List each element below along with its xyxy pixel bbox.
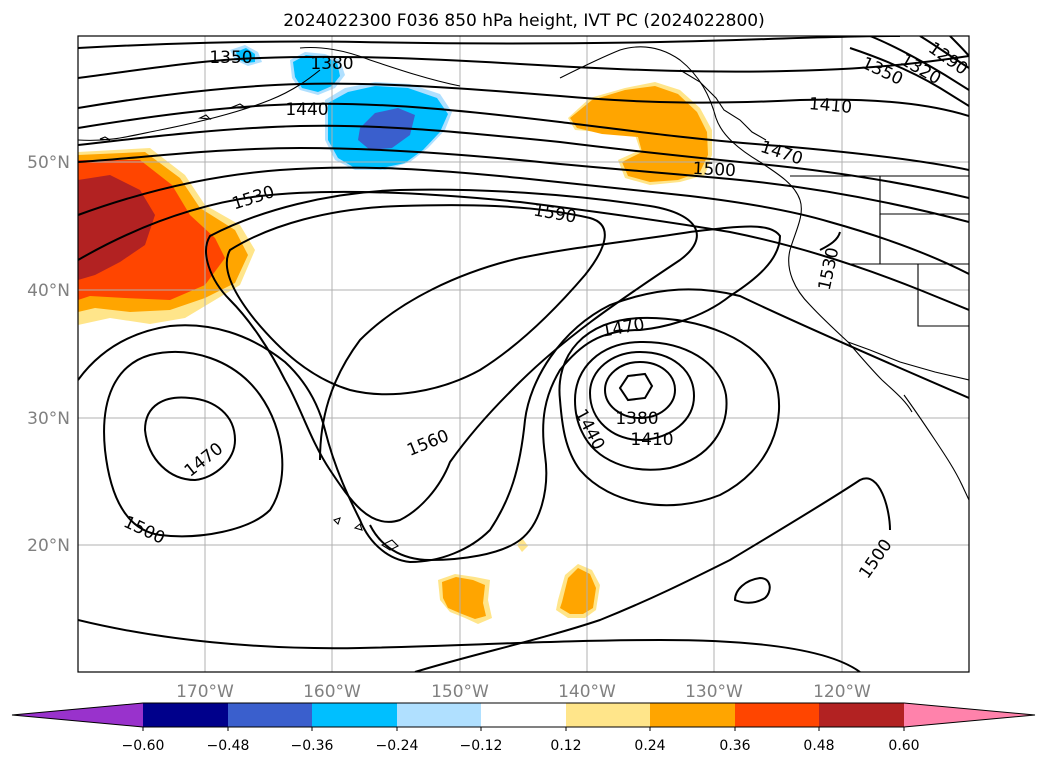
colorbar-bin: [566, 703, 650, 727]
colorbar-extend-min: [12, 703, 143, 727]
lat-label: 20°N: [27, 536, 70, 556]
lon-label: 170°W: [176, 682, 234, 702]
lon-label: 130°W: [685, 682, 743, 702]
lat-label: 50°N: [27, 153, 70, 173]
colorbar-bin: [397, 703, 481, 727]
contour-label: 1410: [808, 94, 853, 118]
figure-title: 2024022300 F036 850 hPa height, IVT PC (…: [283, 11, 765, 31]
colorbar-bin: [735, 703, 819, 727]
map-frame: [77, 35, 970, 673]
colorbar-tick-label: −0.24: [376, 738, 419, 754]
colorbar-tick-label: 0.24: [634, 738, 665, 754]
colorbar-bin: [228, 703, 312, 727]
colorbar-tick-label: 0.36: [719, 738, 750, 754]
latitude-labels: 50°N 40°N 30°N 20°N: [27, 153, 70, 556]
colorbar-tick-label: −0.12: [460, 738, 503, 754]
colorbar-bin: [819, 703, 904, 727]
colorbar-bin: [481, 703, 566, 727]
contour-label: 1380: [310, 54, 353, 74]
colorbar-tick-label: −0.60: [122, 738, 165, 754]
colorbar-tick-label: 0.48: [803, 738, 834, 754]
colorbar-extend-max: [904, 703, 1035, 727]
lon-label: 150°W: [431, 682, 489, 702]
coastlines: [78, 46, 969, 551]
contour-label: 1440: [285, 100, 328, 120]
contour-label: 1500: [692, 159, 736, 181]
ivt-positive-northeast: [568, 82, 712, 185]
lon-label: 160°W: [303, 682, 361, 702]
colorbar: −0.60 −0.48 −0.36 −0.24 −0.12 0.12 0.24 …: [11, 702, 1036, 754]
colorbar-tick-label: 0.60: [888, 738, 919, 754]
map-area: [78, 36, 969, 672]
colorbar-tick-label: −0.48: [207, 738, 250, 754]
gridlines: [78, 36, 969, 672]
contour-label: 1380: [615, 409, 658, 429]
colorbar-bin: [143, 703, 228, 727]
lat-label: 30°N: [27, 409, 70, 429]
ivt-positive-south: [438, 538, 600, 624]
contour-label: 1410: [630, 430, 673, 450]
lon-label: 120°W: [813, 682, 871, 702]
height-contours: [78, 36, 969, 672]
longitude-labels: 170°W 160°W 150°W 140°W 130°W 120°W: [176, 682, 871, 702]
colorbar-tick-label: 0.12: [550, 738, 581, 754]
contour-label: 1350: [209, 48, 252, 68]
lon-label: 140°W: [558, 682, 616, 702]
lat-label: 40°N: [27, 281, 70, 301]
colorbar-bin: [650, 703, 735, 727]
colorbar-bin: [312, 703, 397, 727]
colorbar-tick-label: −0.36: [291, 738, 334, 754]
